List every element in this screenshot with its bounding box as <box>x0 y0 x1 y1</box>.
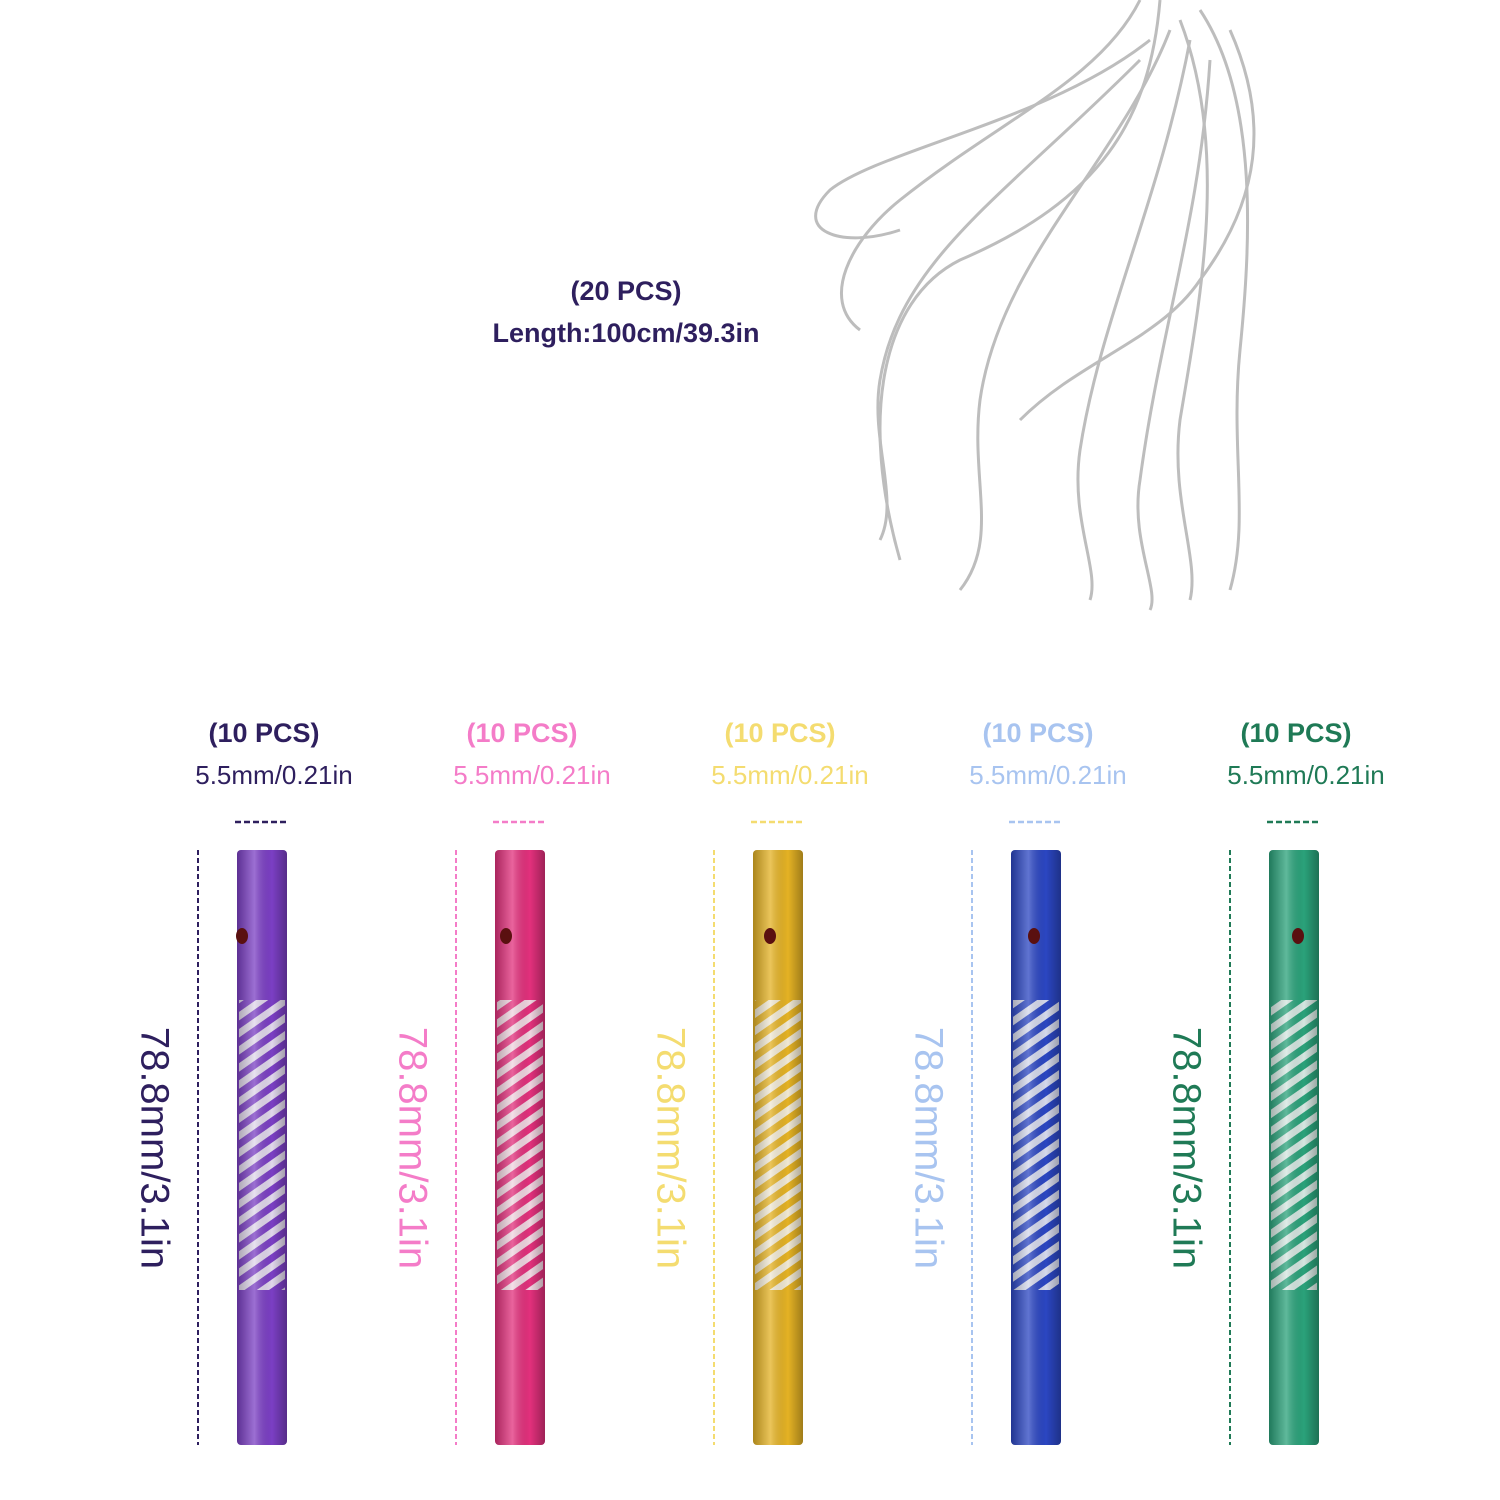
tube-length: 78.8mm/3.1in <box>648 1027 692 1269</box>
cord-strand <box>840 0 1142 332</box>
tube-count: (10 PCS) <box>724 718 835 748</box>
tubes: (10 PCS) 5.5mm/0.21in 78.8mm/3.1in (10 PCS)… <box>132 718 1385 1445</box>
tube-length: 78.8mm/3.1in <box>906 1027 950 1269</box>
tube-diameter: 5.5mm/0.21in <box>711 760 869 790</box>
tube-hole <box>1292 928 1304 944</box>
tube-count: (10 PCS) <box>982 718 1093 748</box>
cord-strand <box>1176 19 1209 601</box>
tube-hole <box>236 928 248 944</box>
tube-length: 78.8mm/3.1in <box>1164 1027 1208 1269</box>
tube-length: 78.8mm/3.1in <box>132 1027 176 1269</box>
cord-length: Length:100cm/39.3in <box>492 318 759 348</box>
cord-strand <box>1018 29 1256 422</box>
tube-hole <box>500 928 512 944</box>
tube-diameter: 5.5mm/0.21in <box>195 760 353 790</box>
cord-strand <box>876 58 1142 541</box>
cord-strand <box>958 29 1172 591</box>
tube-diameter: 5.5mm/0.21in <box>969 760 1127 790</box>
tube-hole <box>1028 928 1040 944</box>
tube-shade <box>237 850 287 1445</box>
tube-length: 78.8mm/3.1in <box>390 1027 434 1269</box>
tube-shade <box>1269 850 1319 1445</box>
cord-count: (20 PCS) <box>570 276 681 306</box>
cord-strand <box>814 38 1151 240</box>
tube-shade <box>753 850 803 1445</box>
cord-strand <box>1198 9 1250 591</box>
tube-diameter: 5.5mm/0.21in <box>453 760 611 790</box>
tube-shade <box>495 850 545 1445</box>
tube-hole <box>764 928 776 944</box>
tube-count: (10 PCS) <box>466 718 577 748</box>
tube-shade <box>1011 850 1061 1445</box>
cord-strand <box>1076 39 1192 601</box>
silver-cord <box>814 0 1256 611</box>
tube-count: (10 PCS) <box>208 718 319 748</box>
cord-strand <box>1136 59 1212 611</box>
tube-count: (10 PCS) <box>1240 718 1351 748</box>
tube-diameter: 5.5mm/0.21in <box>1227 760 1385 790</box>
